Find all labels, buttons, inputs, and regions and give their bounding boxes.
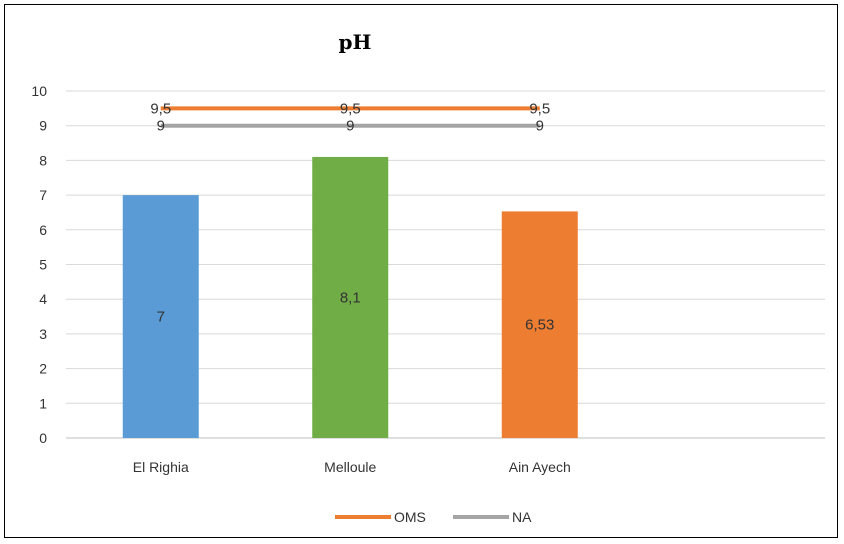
bar-value-label: 8,1 <box>340 289 361 306</box>
y-tick-label: 9 <box>39 118 47 134</box>
y-tick-label: 5 <box>39 257 47 273</box>
bar-value-label: 6,53 <box>525 317 554 334</box>
series-point-label-oms: 9,5 <box>150 100 171 117</box>
data-labels: 78,16,539,5 9,5 9,59 9 9 <box>150 100 554 333</box>
bar-melloule <box>312 156 389 438</box>
legend-label-na: NA <box>512 509 532 525</box>
x-category-label: El Righia <box>133 459 189 475</box>
series-point-label-na: 9 <box>346 118 354 135</box>
x-category-label: Ain Ayech <box>509 459 571 475</box>
y-tick-label: 1 <box>39 395 47 411</box>
y-tick-label: 3 <box>39 326 47 342</box>
y-tick-label: 4 <box>39 291 47 307</box>
y-tick-label: 7 <box>39 187 47 203</box>
y-tick-label: 0 <box>39 430 47 446</box>
series-point-label-oms: 9,5 <box>529 100 550 117</box>
y-tick-label: 2 <box>39 361 47 377</box>
x-axis-categories: El Righia Melloule Ain Ayech <box>133 459 571 475</box>
y-tick-label: 10 <box>31 83 47 99</box>
series-point-label-oms: 9,5 <box>340 100 361 117</box>
bar-ain-ayech <box>501 211 578 438</box>
legend-label-oms: OMS <box>394 509 426 525</box>
chart-title: pH <box>339 30 372 54</box>
x-category-label: Melloule <box>324 459 376 475</box>
bar-el-righia <box>122 195 199 438</box>
y-tick-label: 6 <box>39 222 47 238</box>
legend: OMS NA <box>335 509 532 525</box>
chart-frame: pH 0 1 2 3 4 5 6 7 8 9 10 7 8,1 6,53 9,5 9,5 9,5 9 9 9 El … <box>4 4 838 538</box>
series-point-label-na: 9 <box>536 118 544 135</box>
reference-lines <box>160 106 540 128</box>
bars <box>122 156 578 438</box>
y-tick-label: 8 <box>39 152 47 168</box>
y-axis-ticks: 0 1 2 3 4 5 6 7 8 9 10 <box>31 83 47 446</box>
series-point-label-na: 9 <box>157 118 165 135</box>
bar-value-label: 7 <box>157 309 165 326</box>
